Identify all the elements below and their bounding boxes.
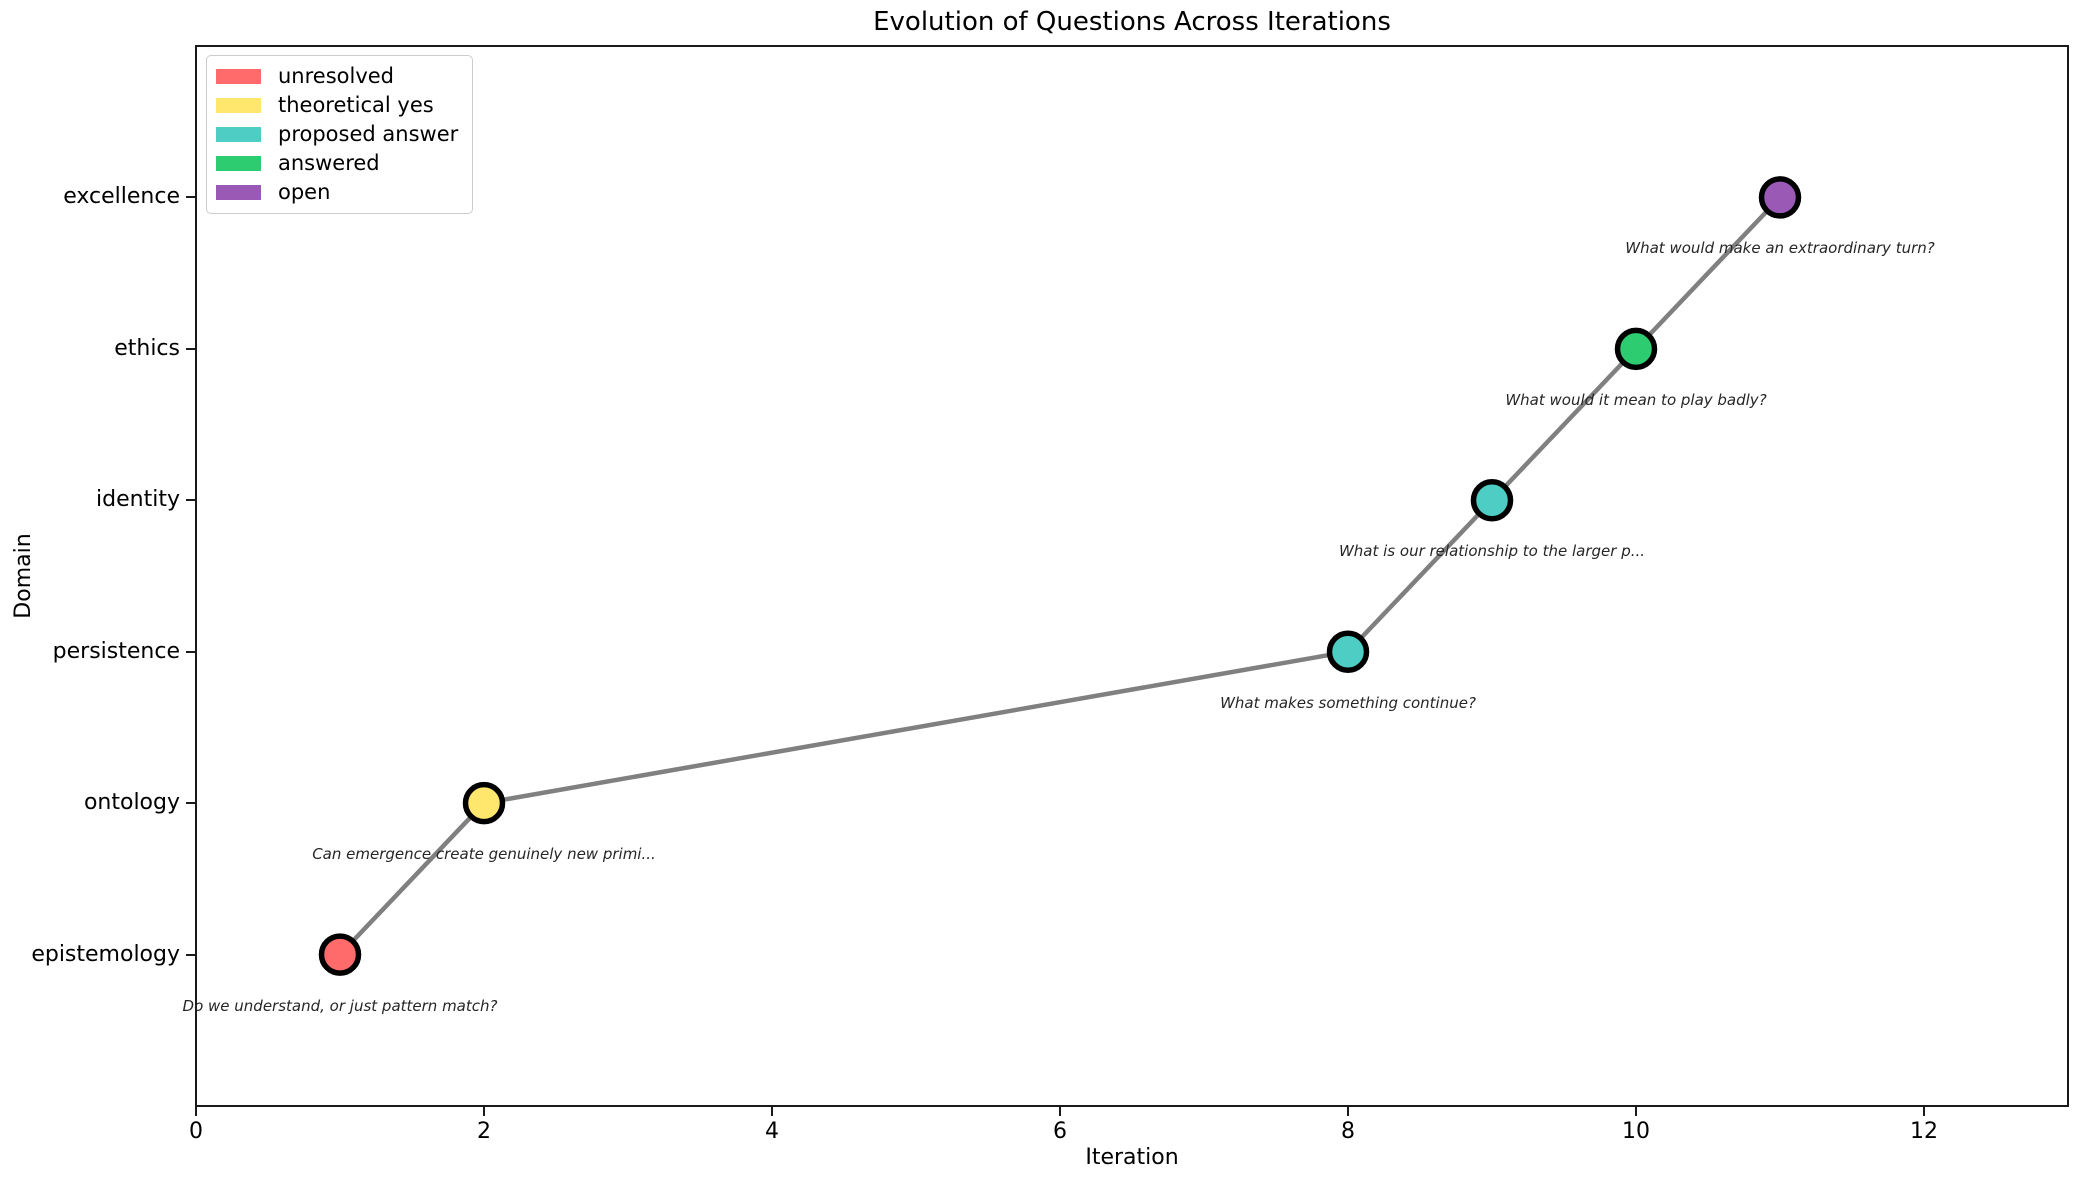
legend-item: answered [216,153,458,174]
y-tick-label: identity [96,487,180,513]
data-point-identity [1470,479,1514,522]
legend-item: open [216,182,458,203]
y-tick-mark [186,499,195,502]
legend-label: unresolved [278,64,395,88]
annotation-identity: What is our relationship to the larger p… [1338,542,1646,561]
legend-swatch-icon [216,69,261,84]
annotation-ethics: What would it mean to play badly? [1505,390,1767,409]
data-point-ontology [462,781,506,825]
x-tick-label: 4 [765,1119,779,1144]
annotation-epistemology: Do we understand, or just pattern match? [182,996,498,1015]
x-tick-label: 6 [1053,1119,1067,1144]
data-point-ethics [1614,327,1658,371]
data-point-excellence [1758,176,1802,219]
x-tick-mark [483,1107,485,1116]
chart-title: Evolution of Questions Across Iterations [873,7,1391,37]
x-tick-mark [771,1107,773,1116]
x-tick-mark [1923,1107,1925,1116]
legend-label: theoretical yes [278,93,434,117]
data-point-persistence [1326,630,1370,673]
legend-swatch-icon [216,156,261,171]
y-tick-label: excellence [63,184,180,210]
y-tick-mark [186,953,195,956]
y-tick-label: epistemology [31,941,180,967]
x-axis-label: Iteration [1085,1145,1179,1170]
x-tick-mark [1347,1107,1349,1116]
annotation-persistence: What makes something continue? [1220,693,1476,712]
x-tick-label: 10 [1622,1119,1650,1144]
legend-label: answered [278,151,380,175]
legend-swatch-icon [216,185,261,200]
legend-item: unresolved [216,66,458,87]
y-tick-mark [186,196,195,199]
y-tick-label: ontology [83,790,180,816]
annotation-ontology: Can emergence create genuinely new primi… [312,845,656,864]
x-tick-label: 8 [1341,1119,1355,1144]
y-tick-label: ethics [114,335,180,361]
legend-label: proposed answer [278,122,459,146]
legend-label: open [278,180,331,204]
x-tick-mark [195,1107,197,1116]
y-axis-label: Domain [11,533,36,619]
x-tick-label: 0 [189,1119,203,1144]
x-tick-mark [1059,1107,1061,1116]
legend-item: proposed answer [216,124,458,145]
x-tick-label: 2 [477,1119,491,1144]
legend-swatch-icon [216,98,261,113]
y-tick-mark [186,802,195,805]
y-tick-label: persistence [52,638,180,664]
trend-line [338,195,1782,957]
legend-item: theoretical yes [216,95,458,116]
data-point-epistemology [318,933,362,976]
y-tick-mark [186,347,195,350]
y-tick-mark [186,650,195,653]
x-tick-mark [1635,1107,1637,1116]
x-tick-label: 12 [1910,1119,1938,1144]
legend: unresolved theoretical yes proposed answer… [206,55,474,214]
legend-swatch-icon [216,127,261,142]
annotation-excellence: What would make an extraordinary turn? [1625,239,1935,258]
